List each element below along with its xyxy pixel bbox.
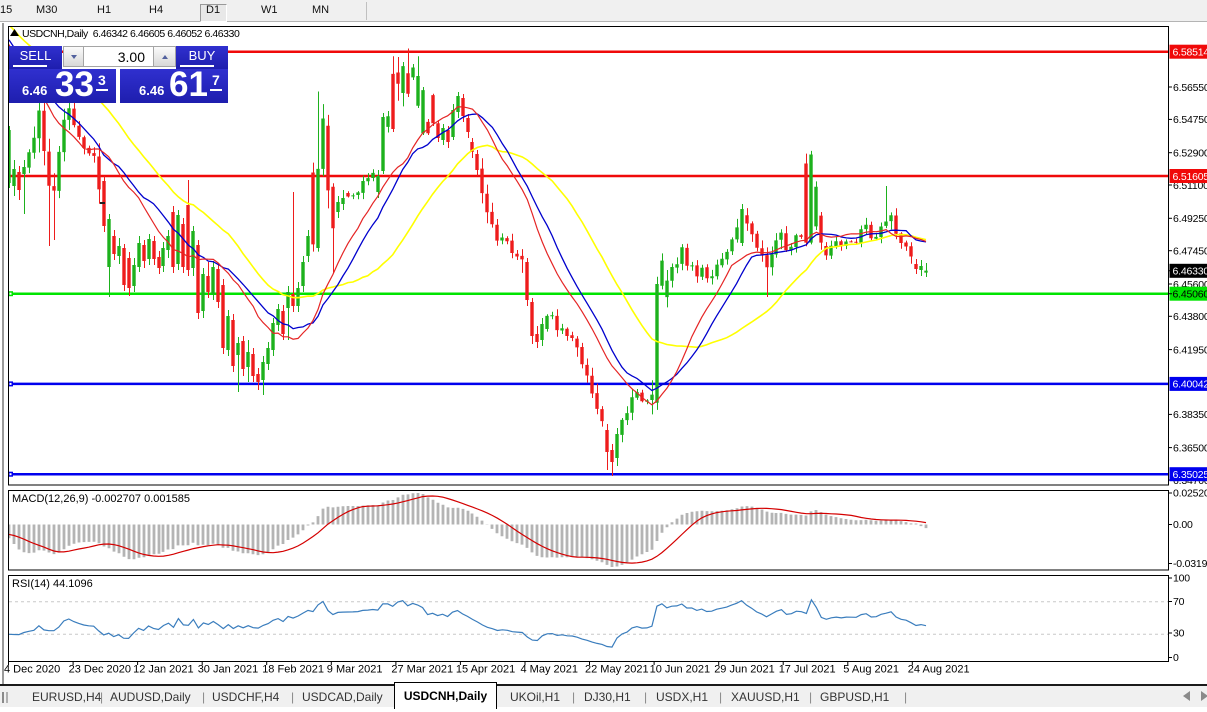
svg-text:30: 30 [1173,628,1185,640]
svg-text:6.35025: 6.35025 [1173,469,1207,481]
svg-text:100: 100 [1173,573,1190,585]
svg-text:0: 0 [1173,652,1179,664]
svg-text:6.58514: 6.58514 [1173,47,1207,59]
svg-text:RSI(14) 44.1096: RSI(14) 44.1096 [12,578,93,590]
svg-text:30 Jan 2021: 30 Jan 2021 [198,664,259,676]
svg-text:6.45060: 6.45060 [1173,289,1207,301]
svg-text:MACD(12,26,9) -0.002707 0.0015: MACD(12,26,9) -0.002707 0.001585 [12,493,190,505]
svg-text:12 Jan 2021: 12 Jan 2021 [133,664,194,676]
svg-text:27 Mar 2021: 27 Mar 2021 [391,664,453,676]
svg-text:4 Dec 2020: 4 Dec 2020 [4,664,60,676]
svg-text:29 Jun 2021: 29 Jun 2021 [714,664,775,676]
svg-text:4 May 2021: 4 May 2021 [521,664,578,676]
svg-text:6.56550: 6.56550 [1173,82,1207,94]
svg-text:6.41950: 6.41950 [1173,344,1207,356]
svg-text:6.51605: 6.51605 [1173,171,1207,183]
svg-text:6.40042: 6.40042 [1173,379,1207,391]
svg-text:6.38350: 6.38350 [1173,409,1207,421]
svg-text:22 May 2021: 22 May 2021 [585,664,649,676]
svg-text:70: 70 [1173,596,1185,608]
svg-text:15 Apr 2021: 15 Apr 2021 [456,664,515,676]
svg-text:6.43800: 6.43800 [1173,311,1207,323]
svg-text:5 Aug 2021: 5 Aug 2021 [843,664,899,676]
svg-text:0.025209: 0.025209 [1173,488,1207,500]
svg-text:18 Feb 2021: 18 Feb 2021 [262,664,324,676]
svg-text:0.00: 0.00 [1173,519,1193,531]
svg-text:10 Jun 2021: 10 Jun 2021 [650,664,711,676]
svg-text:24 Aug 2021: 24 Aug 2021 [908,664,970,676]
svg-text:6.54750: 6.54750 [1173,114,1207,126]
svg-text:6.52900: 6.52900 [1173,148,1207,160]
svg-text:USDCNH,Daily 6.46342 6.46605: USDCNH,Daily 6.46342 6.46605 6.46052 6.4… [22,28,240,40]
svg-text:6.47450: 6.47450 [1173,246,1207,258]
svg-text:6.46330: 6.46330 [1173,266,1207,278]
svg-text:-0.03199: -0.03199 [1173,558,1207,570]
svg-text:6.36500: 6.36500 [1173,442,1207,454]
svg-text:9 Mar 2021: 9 Mar 2021 [327,664,383,676]
svg-text:6.49250: 6.49250 [1173,213,1207,225]
svg-text:23 Dec 2020: 23 Dec 2020 [69,664,131,676]
svg-text:17 Jul 2021: 17 Jul 2021 [779,664,836,676]
